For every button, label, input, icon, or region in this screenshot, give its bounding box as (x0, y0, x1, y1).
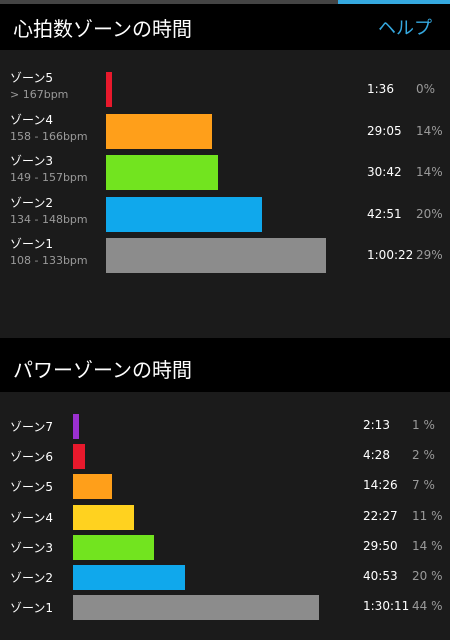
power-zone-time: 2:13 (363, 418, 390, 432)
power-zone-bar (73, 565, 185, 590)
hr-zone-range: > 167bpm (10, 88, 69, 101)
power-zone-percent: 1 % (412, 418, 435, 432)
power-zone-name: ゾーン4 (10, 510, 54, 525)
power-zone-time: 22:27 (363, 508, 398, 523)
power-zone-name: ゾーン7 (10, 420, 54, 434)
hr-zone-percent: 20% (416, 206, 443, 221)
hr-zone-bar (106, 72, 112, 107)
power-zone-bar (73, 444, 86, 470)
hr-zone-range: 158 - 166bpm (10, 129, 88, 143)
power-zone-bar (73, 534, 155, 560)
hr-zone-percent: 14% (416, 165, 443, 179)
hr-zone-percent: 29% (416, 248, 443, 262)
hr-zone-time: 42:51 (367, 206, 402, 221)
hr-zone-time: 29:05 (367, 123, 402, 138)
power-zone-percent: 7 % (412, 478, 435, 493)
power-zone-name: ゾーン3 (10, 540, 54, 555)
power-zone-percent: 44 % (412, 599, 443, 614)
hr-zone-name: ゾーン4 (10, 112, 54, 127)
hr-zone-percent: 14% (416, 123, 443, 138)
hr-zone-range: 134 - 148bpm (10, 212, 88, 226)
hr-zone-range: 149 - 157bpm (10, 171, 88, 184)
power-zone-bar (73, 595, 319, 621)
power-zone-percent: 20 % (412, 569, 443, 583)
hr-zone-bar (106, 196, 263, 232)
power-zone-time: 1:30:11 (363, 599, 410, 614)
help-link[interactable]: ヘルプ (378, 18, 432, 39)
hr-zone-name: ゾーン3 (10, 154, 54, 168)
hr-zone-time: 1:36 (367, 82, 394, 96)
power-zone-name: ゾーン1 (10, 601, 54, 616)
top-progress-line (0, 0, 450, 4)
power-zone-bar (73, 504, 135, 530)
hr-zone-name: ゾーン1 (10, 237, 54, 251)
hr-zone-bar (106, 155, 218, 190)
power-header: パワーゾーンの時間 (0, 344, 450, 388)
power-title: パワーゾーンの時間 (13, 358, 192, 382)
power-zones-panel: ゾーン7 2:13 1 % ゾーン6 4:28 2 % ゾーン5 14:26 7 % ゾーン4 22… (0, 392, 450, 640)
power-zone-name: ゾーン5 (10, 480, 54, 495)
hr-zone-time: 1:00:22 (367, 248, 414, 262)
power-zone-name: ゾーン2 (10, 571, 54, 585)
power-zone-time: 4:28 (363, 448, 390, 463)
active-tab-indicator (338, 0, 450, 4)
power-zone-time: 29:50 (363, 538, 398, 553)
hr-zone-name: ゾーン5 (10, 71, 54, 85)
hr-zone-percent: 0% (416, 82, 436, 96)
heart-rate-zones-panel: ゾーン5 > 167bpm 1:36 0% ゾーン4 158 - 166bpm 29:05 1… (0, 50, 450, 338)
hr-zone-bar (106, 113, 212, 149)
power-zone-percent: 11 % (412, 508, 443, 523)
power-zone-bar (73, 414, 80, 439)
power-zone-percent: 14 % (412, 538, 443, 553)
hr-zone-name: ゾーン2 (10, 195, 54, 210)
heart-rate-header: 心拍数ゾーンの時間 ヘルプ (0, 4, 450, 48)
hr-zone-range: 108 - 133bpm (10, 254, 88, 267)
power-zone-percent: 2 % (412, 448, 435, 463)
hr-zone-time: 30:42 (367, 165, 402, 179)
heart-rate-title: 心拍数ゾーンの時間 (13, 17, 192, 41)
hr-zone-bar (106, 238, 326, 273)
power-zone-name: ゾーン6 (10, 450, 54, 465)
power-zone-time: 40:53 (363, 569, 398, 583)
power-zone-bar (73, 474, 113, 500)
power-zone-time: 14:26 (363, 478, 398, 493)
